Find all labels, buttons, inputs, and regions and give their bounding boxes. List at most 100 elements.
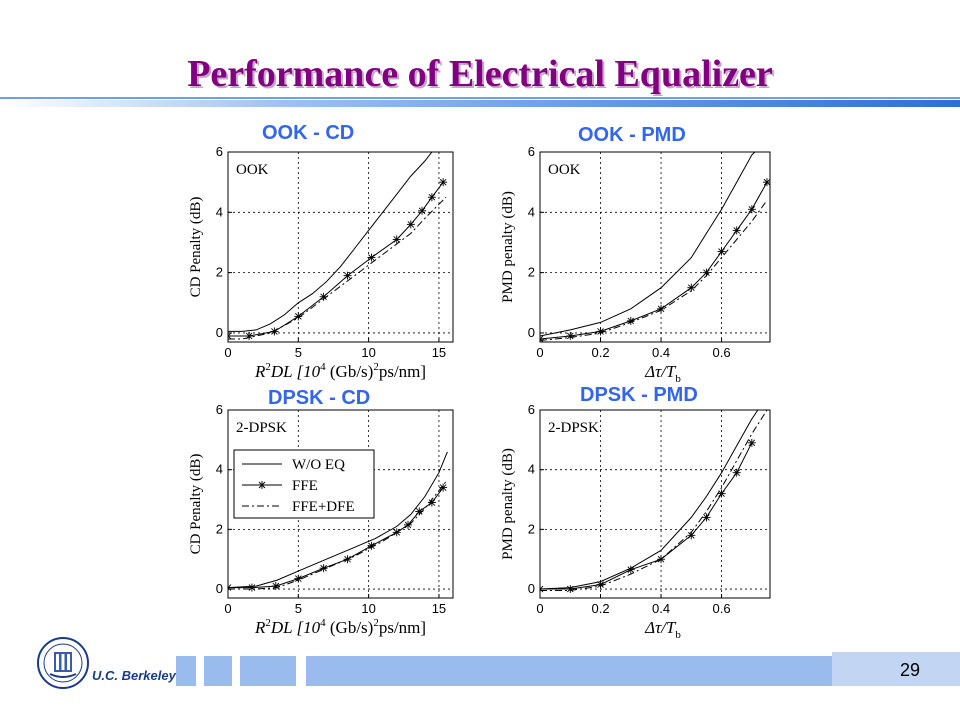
star-marker	[747, 205, 756, 214]
plot-frame	[539, 151, 771, 343]
star-marker	[247, 583, 256, 592]
series-line-solid	[228, 451, 448, 589]
series-line-solid	[540, 410, 759, 590]
star-marker	[427, 193, 436, 202]
star-marker	[270, 327, 279, 336]
x-tick-label: 0.4	[652, 345, 670, 360]
star-marker	[657, 555, 666, 564]
star-marker	[687, 531, 696, 540]
y-tick-label: 2	[216, 521, 223, 536]
chart-1: 0 0.2 0.4 0.6 0 2 4 6 PMD penalty (dB) Δτ/Tb OOK	[500, 144, 771, 385]
series-group	[228, 451, 448, 592]
legend-entry: FFE+DFE	[292, 499, 355, 515]
star-marker	[540, 334, 544, 342]
star-marker	[228, 331, 232, 340]
x-tick-label: 0.2	[591, 345, 609, 360]
x-tick-label: 0	[536, 601, 543, 616]
plot-frame	[539, 409, 771, 599]
panel-label-ook-cd: OOK - CD	[262, 122, 355, 144]
star-marker	[540, 585, 544, 594]
y-tick-label: 4	[528, 204, 535, 219]
star-marker	[439, 483, 448, 492]
star-marker	[367, 253, 376, 262]
y-tick-label: 0	[528, 581, 535, 596]
star-marker	[657, 304, 666, 313]
y-axis-label: PMD penalty (dB)	[500, 191, 516, 303]
legend-entry: W/O EQ	[292, 457, 345, 473]
star-marker	[271, 582, 280, 591]
y-tick-label: 6	[528, 144, 535, 159]
star-marker	[245, 331, 254, 340]
y-tick-label: 0	[216, 325, 223, 340]
series-group	[540, 410, 768, 594]
uc-berkeley-seal-icon	[36, 636, 90, 690]
series-group	[540, 152, 770, 342]
page-number: 29	[899, 660, 921, 680]
footer-block-1	[176, 656, 196, 686]
star-marker	[294, 574, 303, 583]
x-axis-label: R2DL [104 (Gb/s)2ps/nm]	[254, 617, 426, 637]
series-line-dashdot	[540, 200, 768, 341]
y-tick-label: 6	[216, 402, 223, 417]
y-tick-label: 2	[528, 521, 535, 536]
y-tick-label: 0	[216, 581, 223, 596]
panel-label-ook-pmd: OOK - PMD	[578, 124, 686, 146]
legend: W/O EQ FFE FFE+DFE	[233, 449, 375, 519]
x-tick-label: 0.2	[591, 601, 609, 616]
x-tick-label: 15	[432, 345, 446, 360]
panel-label-dpsk-cd: DPSK - CD	[268, 387, 371, 409]
x-tick-label: 0	[536, 345, 543, 360]
series-line-dashdot	[540, 410, 768, 591]
x-axis-label: Δτ/Tb	[644, 362, 681, 385]
inner-label: OOK	[236, 162, 269, 178]
y-axis-label: CD Penalty (dB)	[188, 454, 204, 555]
panel-label-dpsk-pmd: DPSK - PMD	[580, 384, 698, 406]
star-marker	[717, 489, 726, 498]
x-tick-label: 5	[295, 345, 302, 360]
star-marker	[732, 468, 741, 477]
series-line-star	[540, 442, 753, 590]
y-axis-label: PMD penalty (dB)	[500, 448, 516, 560]
chart-3: 0 0.2 0.4 0.6 0 2 4 6 PMD penalty (dB) Δτ/Tb 2-DPS…	[500, 402, 771, 641]
title-divider	[0, 97, 960, 99]
x-axis-label: R2DL [104 (Gb/s)2ps/nm]	[254, 361, 426, 381]
star-marker	[439, 178, 448, 187]
y-tick-label: 2	[216, 265, 223, 280]
inner-label: OOK	[548, 162, 581, 178]
series-group	[228, 152, 448, 340]
legend-box	[233, 449, 375, 519]
x-tick-label: 0	[224, 345, 231, 360]
footer-bar-end	[832, 652, 960, 686]
inner-label: 2-DPSK	[236, 420, 287, 436]
title-gradient-bar	[0, 100, 960, 107]
star-marker	[566, 585, 575, 594]
x-tick-label: 0.6	[713, 345, 731, 360]
star-marker	[702, 513, 711, 522]
x-tick-label: 0	[224, 601, 231, 616]
x-tick-label: 0.4	[652, 601, 670, 616]
y-tick-label: 4	[216, 204, 223, 219]
star-marker	[367, 541, 376, 550]
slide-title: Performance of Electrical Equalizer	[187, 53, 773, 95]
plot-frame	[227, 151, 454, 343]
legend-entry: FFE	[292, 478, 318, 494]
x-tick-label: 0.6	[713, 601, 731, 616]
star-marker	[626, 565, 635, 574]
footer-block-2	[204, 656, 232, 686]
x-tick-label: 10	[361, 601, 375, 616]
series-line-solid	[228, 152, 433, 333]
y-tick-label: 0	[528, 325, 535, 340]
x-tick-label: 15	[432, 601, 446, 616]
y-tick-label: 4	[528, 462, 535, 477]
series-line-solid	[540, 152, 756, 337]
star-marker	[418, 206, 427, 215]
star-marker	[392, 235, 401, 244]
star-marker	[747, 438, 756, 447]
y-tick-label: 4	[216, 462, 223, 477]
star-marker	[717, 247, 726, 256]
star-marker	[404, 520, 412, 529]
chart-0: 0 5 10 15 0 2 4 6 CD Penalty (dB) R2DL [104 (Gb/s…	[188, 144, 454, 381]
y-axis-label: CD Penalty (dB)	[188, 197, 204, 298]
star-marker	[566, 331, 575, 340]
